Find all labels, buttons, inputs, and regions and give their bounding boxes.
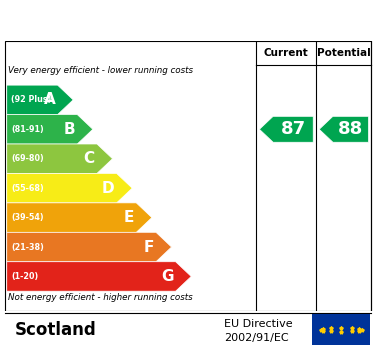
Text: (55-68): (55-68) — [11, 184, 44, 193]
Text: 88: 88 — [338, 120, 363, 138]
Text: E: E — [124, 210, 134, 225]
Text: (1-20): (1-20) — [11, 272, 38, 281]
Text: (69-80): (69-80) — [11, 154, 44, 163]
Polygon shape — [7, 114, 93, 144]
Polygon shape — [7, 173, 132, 203]
Text: Energy Efficiency Rating: Energy Efficiency Rating — [59, 11, 317, 30]
Polygon shape — [7, 144, 112, 173]
Text: EU Directive: EU Directive — [224, 319, 293, 329]
Polygon shape — [7, 262, 191, 291]
Polygon shape — [259, 116, 313, 142]
Text: Very energy efficient - lower running costs: Very energy efficient - lower running co… — [8, 66, 193, 75]
Text: D: D — [102, 181, 114, 196]
Text: B: B — [64, 122, 75, 137]
Text: Scotland: Scotland — [15, 322, 97, 339]
Text: C: C — [83, 151, 95, 166]
Polygon shape — [319, 116, 368, 142]
Text: G: G — [161, 269, 173, 284]
Text: (21-38): (21-38) — [11, 243, 44, 252]
Text: Current: Current — [264, 48, 309, 58]
Text: Potential: Potential — [317, 48, 371, 58]
Text: 87: 87 — [280, 120, 306, 138]
Text: (92 Plus): (92 Plus) — [11, 95, 52, 104]
Text: (81-91): (81-91) — [11, 125, 44, 134]
Text: Not energy efficient - higher running costs: Not energy efficient - higher running co… — [8, 293, 193, 301]
Text: A: A — [44, 92, 55, 107]
Text: 2002/91/EC: 2002/91/EC — [224, 333, 288, 343]
Text: (39-54): (39-54) — [11, 213, 44, 222]
Polygon shape — [7, 203, 152, 232]
Polygon shape — [7, 85, 73, 114]
Text: F: F — [143, 239, 154, 254]
Polygon shape — [7, 232, 171, 262]
Bar — [312, 314, 370, 345]
